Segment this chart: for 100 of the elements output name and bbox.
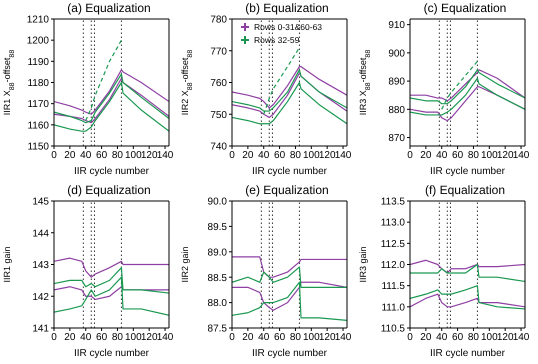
y-tick-label: 1170 — [27, 99, 50, 110]
x-tick-label: 120 — [140, 150, 158, 162]
x-tick-label: 20 — [242, 332, 254, 344]
y-tick-label: 89.0 — [208, 247, 228, 258]
line-series — [410, 294, 525, 308]
line-series — [410, 285, 525, 310]
y-tick-label: 1150 — [27, 142, 50, 153]
y-tick-label: 900 — [388, 48, 406, 60]
x-tick-label: 20 — [420, 150, 432, 162]
x-tick-label: 60 — [452, 150, 464, 162]
x-tick-label: 120 — [318, 332, 336, 344]
x-tick-label: 100 — [480, 150, 498, 162]
chart-title: (b) Equalization — [245, 1, 329, 15]
y-tick-label: 1210 — [26, 14, 50, 26]
y-tick-label: 89.5 — [208, 222, 228, 233]
line-series — [54, 69, 169, 115]
y-axis-title: IIR1 gain — [2, 246, 12, 283]
line-series — [232, 282, 347, 311]
x-tick-label: 60 — [96, 332, 108, 344]
x-tick-label: 120 — [318, 150, 336, 162]
legend-label: Rows 32-59 — [254, 35, 300, 45]
y-tick-label: 88.0 — [208, 298, 228, 310]
y-tick-label: 910 — [388, 20, 406, 32]
x-axis-title: IIR cycle number — [252, 166, 328, 177]
x-tick-label: 140 — [334, 150, 352, 162]
y-tick-label: 87.5 — [208, 324, 228, 335]
chart-title: (d) Equalization — [67, 183, 151, 197]
y-tick-label: 880 — [388, 104, 406, 116]
x-tick-label: 140 — [512, 332, 530, 344]
chart-title: (f) Equalization — [424, 183, 506, 197]
x-tick-label: 100 — [302, 150, 320, 162]
x-tick-label: 60 — [96, 150, 108, 162]
y-tick-label: 141 — [32, 324, 50, 335]
x-tick-label: 140 — [512, 150, 530, 162]
x-tick-label: 0 — [51, 332, 58, 344]
x-tick-label: 40 — [436, 332, 448, 344]
y-tick-label: 88.5 — [208, 272, 228, 284]
x-tick-label: 60 — [452, 332, 464, 344]
y-tick-label: 780 — [210, 14, 228, 26]
line-series — [410, 260, 525, 274]
x-tick-label: 0 — [51, 150, 58, 162]
x-tick-label: 20 — [242, 150, 254, 162]
y-tick-label: 112.5 — [380, 238, 406, 250]
x-tick-label: 40 — [80, 332, 92, 344]
x-tick-label: 120 — [496, 332, 514, 344]
y-tick-label: 111.5 — [381, 281, 406, 292]
x-tick-label: 80 — [468, 150, 480, 162]
y-tick-label: 110.5 — [380, 324, 406, 335]
y-tick-label: 112.0 — [380, 260, 406, 272]
line-series — [410, 264, 525, 282]
y-tick-label: 111.0 — [381, 302, 406, 314]
y-tick-label: 144 — [32, 228, 50, 240]
x-axis-title: IIR cycle number — [252, 348, 328, 359]
y-tick-label: 1180 — [27, 78, 50, 90]
y-tick-label: 750 — [210, 110, 228, 121]
y-tick-label: 1160 — [27, 120, 50, 132]
line-series — [54, 258, 169, 278]
x-axis-title: IIR cycle number — [74, 166, 150, 177]
legend-label: Rows 0-31&60-63 — [254, 22, 322, 32]
x-tick-label: 100 — [124, 150, 142, 162]
y-tick-label: 1190 — [27, 56, 50, 68]
x-tick-label: 80 — [112, 332, 124, 344]
x-tick-label: 0 — [229, 150, 236, 162]
y-tick-label: 890 — [388, 76, 406, 88]
x-tick-label: 40 — [258, 332, 270, 344]
x-tick-label: 80 — [468, 332, 480, 344]
y-tick-label: 740 — [210, 142, 228, 153]
x-tick-label: 140 — [156, 150, 174, 162]
chart-title: (c) Equalization — [424, 1, 506, 15]
x-tick-label: 120 — [496, 150, 514, 162]
y-tick-label: 770 — [210, 46, 228, 58]
x-tick-label: 80 — [290, 150, 302, 162]
y-axis-title: IIR2 gain — [180, 246, 190, 283]
x-tick-label: 140 — [334, 332, 352, 344]
y-tick-label: 143 — [32, 260, 50, 272]
x-tick-label: 120 — [140, 332, 158, 344]
y-tick-label: 145 — [32, 196, 50, 208]
x-tick-label: 80 — [112, 150, 124, 162]
y-tick-label: 113.0 — [380, 218, 406, 229]
chart-title: (e) Equalization — [245, 183, 329, 197]
x-tick-label: 20 — [420, 332, 432, 344]
x-tick-label: 20 — [64, 332, 76, 344]
x-tick-label: 80 — [290, 332, 302, 344]
x-tick-label: 60 — [274, 150, 286, 162]
x-tick-label: 0 — [407, 150, 414, 162]
y-axis-title: IIR3 gain — [358, 246, 368, 283]
x-axis-title: IIR cycle number — [430, 166, 506, 177]
x-tick-label: 20 — [64, 150, 76, 162]
x-tick-label: 0 — [229, 332, 236, 344]
y-tick-label: 113.5 — [380, 196, 406, 208]
x-tick-label: 100 — [124, 332, 142, 344]
y-tick-label: 760 — [210, 78, 228, 90]
y-tick-label: 90.0 — [208, 196, 228, 208]
x-tick-label: 100 — [302, 332, 320, 344]
x-tick-label: 140 — [156, 332, 174, 344]
line-series — [232, 82, 347, 124]
x-axis-title: IIR cycle number — [74, 348, 150, 359]
line-series — [232, 256, 347, 278]
x-tick-label: 40 — [436, 150, 448, 162]
x-tick-label: 100 — [480, 332, 498, 344]
